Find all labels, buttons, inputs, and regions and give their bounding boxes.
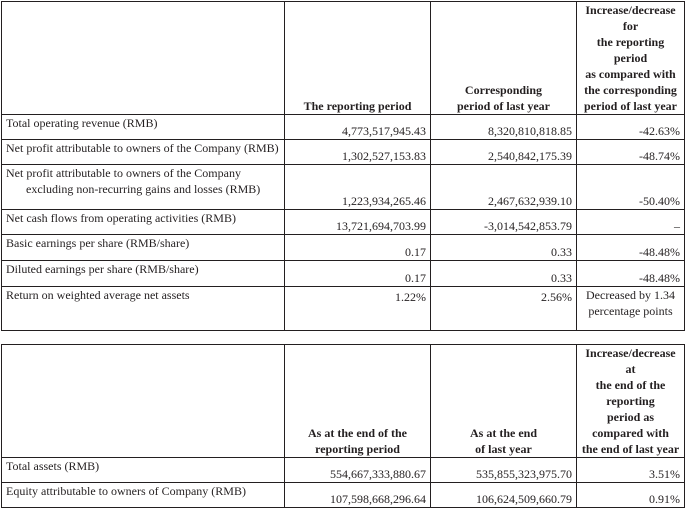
value-current: 1,302,527,153.83 [284, 139, 431, 165]
value-change: – [576, 209, 685, 235]
row-label: Equity attributable to owners of Company… [1, 482, 285, 508]
table-row: Total assets (RMB) 554,667,333,880.67 53… [1, 457, 685, 483]
table-header-row: As at the end of the reporting period As… [1, 344, 685, 458]
row-label: Basic earnings per share (RMB/share) [1, 234, 285, 261]
value-change: Decreased by 1.34 percentage points [576, 286, 685, 331]
value-prior: 2.56% [430, 286, 577, 331]
value-change: 0.91% [576, 482, 685, 508]
header-end-of-period: As at the end of the reporting period [284, 344, 431, 458]
value-current: 1,223,934,265.46 [284, 164, 431, 210]
value-prior: 0.33 [430, 260, 577, 287]
value-prior: 2,467,632,939.10 [430, 164, 577, 210]
value-change: -50.40% [576, 164, 685, 210]
value-current: 1.22% [284, 286, 431, 331]
row-label: Return on weighted average net assets [1, 286, 285, 331]
value-change: 3.51% [576, 457, 685, 483]
value-prior: 0.33 [430, 234, 577, 261]
value-change: -48.48% [576, 234, 685, 261]
value-current: 13,721,694,703.99 [284, 209, 431, 235]
key-financials-table: The reporting period Corresponding perio… [1, 1, 685, 331]
table-header-row: The reporting period Corresponding perio… [1, 1, 685, 115]
row-label: Total operating revenue (RMB) [1, 114, 285, 140]
header-end-of-last-year: As at the end of last year [430, 344, 577, 458]
header-corresponding-period: Corresponding period of last year [430, 1, 577, 115]
value-prior: 8,320,810,818.85 [430, 114, 577, 140]
header-blank-cell [1, 344, 285, 458]
value-prior: -3,014,542,853.79 [430, 209, 577, 235]
header-increase-decrease: Increase/decrease for the reporting peri… [576, 1, 685, 115]
row-label: Net profit attributable to owners of the… [1, 164, 285, 210]
table-row: Basic earnings per share (RMB/share) 0.1… [1, 234, 685, 261]
header-reporting-period: The reporting period [284, 1, 431, 115]
row-label: Diluted earnings per share (RMB/share) [1, 260, 285, 287]
table-row: Net cash flows from operating activities… [1, 209, 685, 235]
value-change: -42.63% [576, 114, 685, 140]
table-row: Return on weighted average net assets 1.… [1, 286, 685, 331]
value-prior: 535,855,323,975.70 [430, 457, 577, 483]
value-current: 554,667,333,880.67 [284, 457, 431, 483]
header-increase-decrease: Increase/decrease at the end of the repo… [576, 344, 685, 458]
table-row: Total operating revenue (RMB) 4,773,517,… [1, 114, 685, 140]
table-row: Net profit attributable to owners of the… [1, 164, 685, 210]
row-label: Net profit attributable to owners of the… [1, 139, 285, 165]
row-label: Net cash flows from operating activities… [1, 209, 285, 235]
header-blank-cell [1, 1, 285, 115]
value-change: -48.48% [576, 260, 685, 287]
value-prior: 2,540,842,175.39 [430, 139, 577, 165]
table-row: Diluted earnings per share (RMB/share) 0… [1, 260, 685, 287]
value-current: 107,598,668,296.64 [284, 482, 431, 508]
balance-sheet-table: As at the end of the reporting period As… [1, 344, 685, 508]
value-current: 4,773,517,945.43 [284, 114, 431, 140]
value-current: 0.17 [284, 234, 431, 261]
value-change: -48.74% [576, 139, 685, 165]
value-current: 0.17 [284, 260, 431, 287]
table-row: Net profit attributable to owners of the… [1, 139, 685, 165]
value-prior: 106,624,509,660.79 [430, 482, 577, 508]
row-label: Total assets (RMB) [1, 457, 285, 483]
table-row: Equity attributable to owners of Company… [1, 482, 685, 508]
